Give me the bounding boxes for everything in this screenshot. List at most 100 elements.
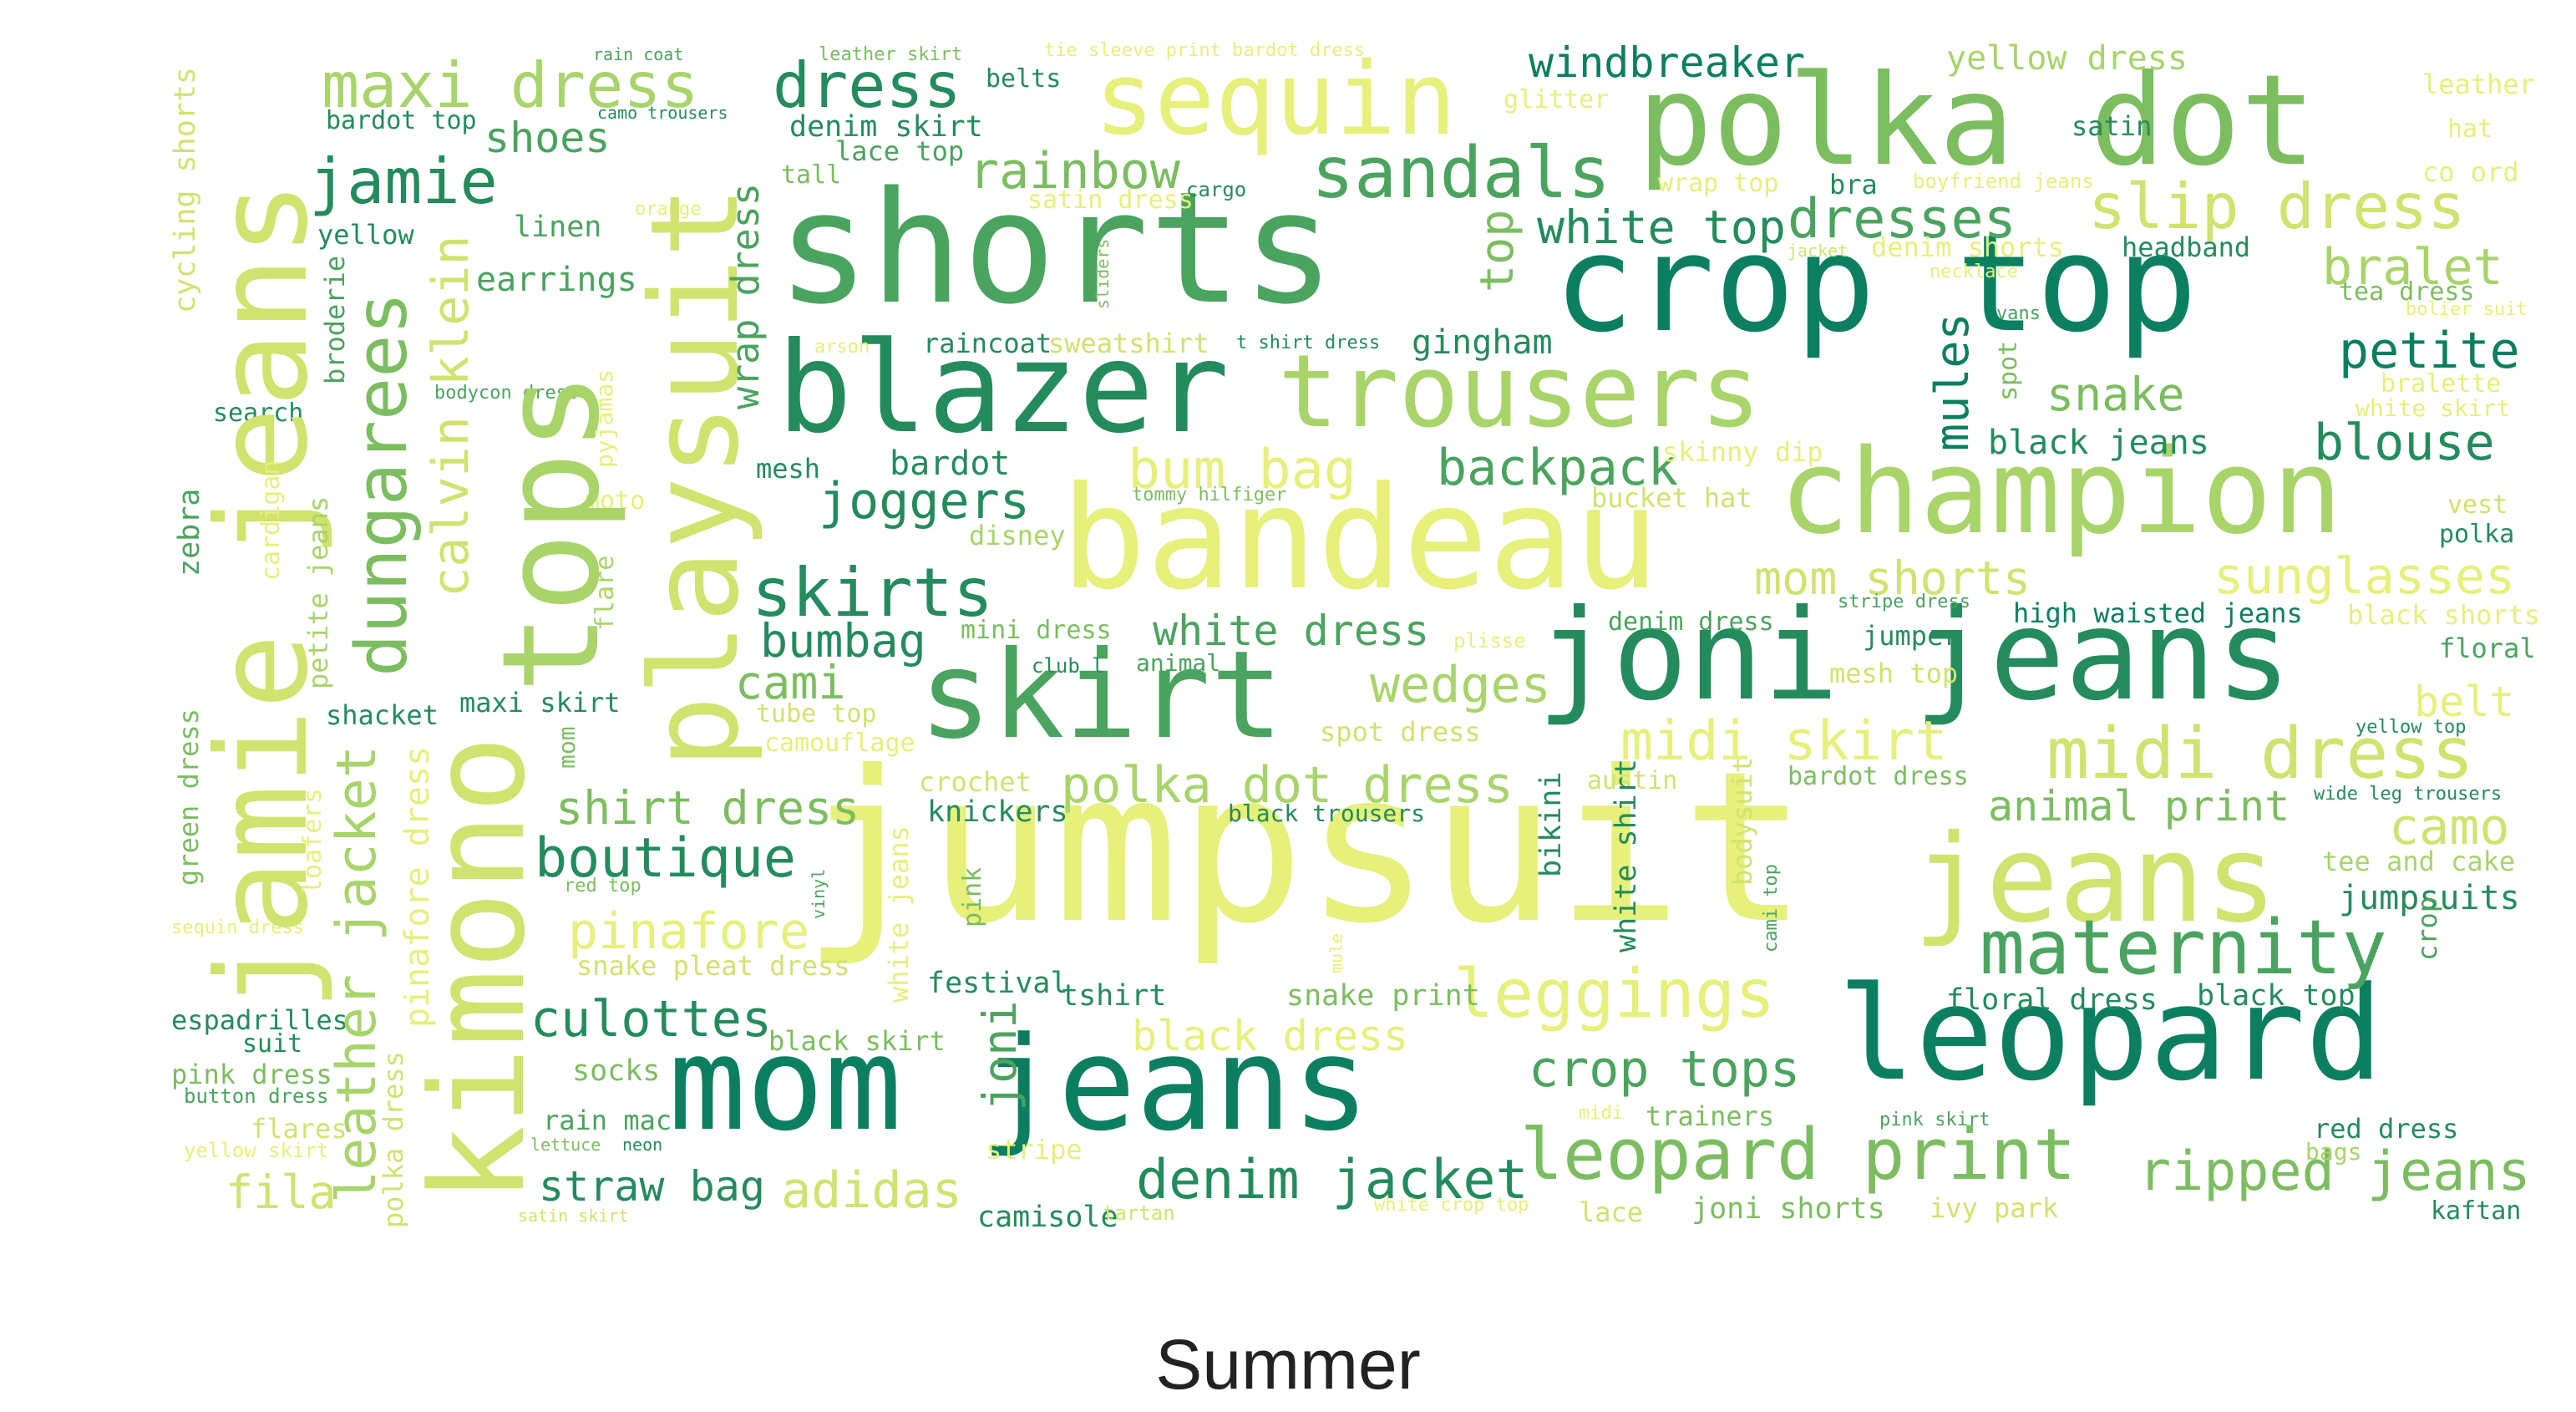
cloud-word: sweatshirt (1048, 328, 1209, 359)
cloud-word: straw bag (539, 1162, 765, 1211)
cloud-word: bodycon dress (434, 383, 579, 404)
cloud-word: wrap top (1658, 169, 1779, 198)
cloud-word: belts (986, 64, 1062, 94)
cloud-word: sliders (1093, 238, 1113, 309)
cloud-word: trousers (1278, 334, 1761, 450)
cloud-word: black top (2197, 979, 2355, 1013)
cloud-word: polka dot (1637, 48, 2316, 194)
cloud-word: green dress (173, 709, 205, 886)
cloud-word: search (213, 399, 304, 428)
cloud-word: backpack (1437, 439, 1678, 497)
cloud-word: trainers (1645, 1100, 1775, 1132)
cloud-word: bum bag (1128, 439, 1356, 501)
cloud-word: co ord (2422, 156, 2519, 188)
cloud-word: pyjamas (591, 368, 618, 468)
cloud-word: white shirt (1610, 759, 1643, 952)
cloud-word: yellow (317, 219, 414, 251)
cloud-word: suit (242, 1029, 303, 1059)
cloud-word: moto (585, 486, 646, 516)
cloud-word: tartan (1103, 1201, 1175, 1225)
cloud-word: camisole (977, 1201, 1118, 1234)
cloud-word: crop (2411, 896, 2443, 961)
cloud-word: shorts (777, 158, 1336, 338)
cloud-word: orange (635, 199, 702, 220)
cloud-word: broderie (319, 255, 351, 384)
cloud-word: jamie (309, 145, 498, 218)
cloud-word: mom (553, 726, 581, 769)
cloud-word: leather jacket (326, 745, 388, 1203)
cloud-word: petite jeans (302, 495, 334, 689)
cloud-word: floral (2439, 632, 2536, 664)
cloud-word: crochet (919, 766, 1032, 798)
cloud-word: tie sleeve print bardot dress (1044, 40, 1366, 61)
cloud-word: ivy park (1929, 1192, 2059, 1224)
cloud-word: kaftan (2431, 1196, 2522, 1226)
cloud-word: leather (2422, 69, 2535, 100)
cloud-word: spot dress (1320, 716, 1481, 748)
cloud-word: leopard print (1520, 1114, 2077, 1196)
cloud-word: sequin dress (171, 917, 304, 938)
cloud-word: white jeans (883, 825, 915, 1003)
cloud-word: bra (1829, 169, 1878, 201)
cloud-word: yellow top (2355, 717, 2467, 738)
cloud-word: jumpsuits (2339, 879, 2520, 917)
cloud-word: joni jeans (1537, 583, 2292, 729)
cloud-word: wide leg trousers (2314, 784, 2502, 805)
cloud-word: red top (564, 876, 641, 896)
cloud-word: shirt dress (555, 781, 860, 835)
cloud-word: black shorts (2347, 599, 2541, 631)
cloud-word: petite (2339, 322, 2520, 380)
cloud-word: jeans (1913, 809, 2278, 950)
cloud-word: dress (773, 48, 961, 122)
cloud-word: yellow dress (1946, 39, 2188, 78)
cloud-word: floral dress (1946, 983, 2158, 1017)
cloud-word: lettuce (530, 1135, 601, 1155)
cloud-word: wedges (1370, 656, 1551, 714)
cloud-word: bardot top (326, 106, 477, 135)
cloud-word: dresses (1787, 188, 2016, 251)
cloud-word: animal print (1988, 782, 2290, 830)
cloud-word: blazer (777, 316, 1230, 461)
cloud-word: tommy hilfiger (1132, 485, 1287, 505)
cloud-word: white crop top (1374, 1195, 1529, 1216)
cloud-word: tea dress (2339, 277, 2475, 307)
cloud-word: maxi skirt (459, 687, 621, 719)
cloud-word: tall (781, 160, 842, 190)
cloud-word: maxi dress (322, 48, 699, 122)
cloud-word: pink skirt (1879, 1110, 1990, 1130)
cloud-word: mule (1326, 932, 1346, 973)
cloud-word: white top (1537, 201, 1787, 254)
cloud-word: red dress (2314, 1113, 2459, 1145)
cloud-word: rain mac (543, 1105, 672, 1136)
cloud-word: camouflage (764, 729, 915, 758)
cloud-word: vinyl (809, 868, 829, 919)
cloud-word: shacket (326, 699, 439, 731)
cloud-word: camo (2389, 798, 2510, 856)
cloud-word: bucket hat (1591, 482, 1752, 514)
word-cloud-caption: Summer (1155, 1325, 1421, 1404)
cloud-word: black trousers (1228, 800, 1426, 827)
cloud-word: shoes (484, 114, 611, 162)
cloud-word: zebra (173, 488, 206, 576)
cloud-word: rain coat (593, 44, 684, 64)
cloud-word: t shirt dress (1236, 333, 1381, 353)
cloud-word: disney (969, 520, 1066, 551)
cloud-word: bandeau (1061, 456, 1660, 622)
cloud-word: blouse (2314, 414, 2495, 472)
cloud-word: bolier suit (2406, 299, 2528, 320)
cloud-word: champion (1779, 424, 2343, 561)
cloud-word: gingham (1412, 323, 1553, 362)
cloud-word: midi (1579, 1103, 1623, 1124)
cloud-word: socks (572, 1054, 661, 1088)
cloud-word: camo trousers (597, 103, 728, 123)
cloud-word: tee and cake (2322, 846, 2516, 877)
cloud-word: fila (226, 1166, 337, 1219)
cloud-word: festival (927, 967, 1068, 1000)
cloud-word: bralette (2381, 369, 2502, 399)
cloud-word: knickers (927, 795, 1068, 829)
cloud-word: club l (1032, 654, 1104, 678)
cloud-word: skinny dip (1662, 436, 1823, 468)
cloud-word: pinafore (568, 902, 809, 961)
cloud-word: necklace (1929, 262, 2018, 282)
cloud-word: joni shorts (1691, 1192, 1885, 1226)
